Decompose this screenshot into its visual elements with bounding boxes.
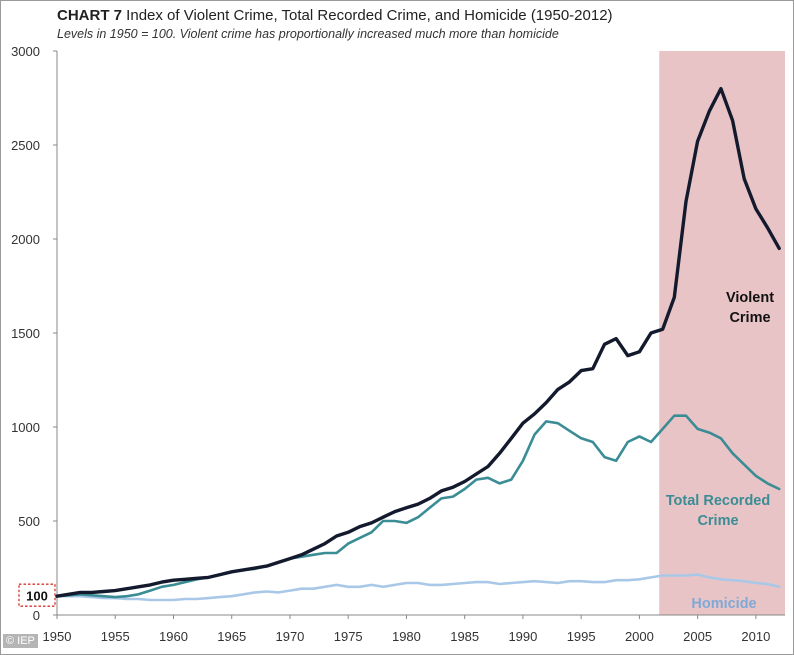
series-lines — [55, 86, 781, 602]
shaded-region — [659, 51, 785, 615]
baseline-marker: 100 — [18, 583, 56, 607]
x-tick-label: 2005 — [683, 629, 712, 644]
chart-number: CHART 7 — [57, 7, 123, 24]
y-tick-label: 1500 — [11, 326, 40, 341]
chart-title-text: Index of Violent Crime, Total Recorded C… — [122, 7, 613, 24]
y-tick-label: 2500 — [11, 138, 40, 153]
x-tick-label: 1955 — [101, 629, 130, 644]
chart-title: CHART 7 Index of Violent Crime, Total Re… — [57, 7, 613, 24]
series-line-homicide — [55, 573, 781, 602]
x-tick-label: 2000 — [625, 629, 654, 644]
series-label-line: Crime — [729, 310, 770, 326]
series-label-violent-crime: Violent Crime — [726, 290, 774, 326]
series-label-line: Homicide — [691, 596, 756, 612]
x-tick-label: 1960 — [159, 629, 188, 644]
y-tick-label: 1000 — [11, 420, 40, 435]
series-line-total-recorded-crime — [55, 414, 781, 599]
x-tick-label: 1970 — [275, 629, 304, 644]
series-label-line: Violent — [726, 290, 774, 306]
x-tick-label: 1985 — [450, 629, 479, 644]
watermark-text: © IEP — [3, 634, 38, 648]
series-label-line: Total Recorded — [666, 493, 770, 509]
x-tick-label: 2010 — [741, 629, 770, 644]
axes: 0 500 1000 1500 2000 2500 3000 1950 1955 1960 1965… — [11, 44, 785, 644]
y-tick-label: 2000 — [11, 232, 40, 247]
x-tick-label: 1965 — [217, 629, 246, 644]
x-tick-label: 1990 — [508, 629, 537, 644]
baseline-label: 100 — [26, 589, 48, 604]
series-labels: Violent Crime Total Recorded Crime Homicide — [666, 290, 774, 612]
y-tick-label: 3000 — [11, 44, 40, 59]
series-label-homicide: Homicide — [691, 596, 756, 612]
chart-subtitle: Levels in 1950 = 100. Violent crime has … — [57, 27, 559, 41]
series-label-total-recorded-crime: Total Recorded Crime — [666, 493, 770, 529]
y-tick-label: 0 — [33, 608, 40, 623]
series-label-line: Crime — [697, 513, 738, 529]
y-tick-label: 500 — [18, 514, 40, 529]
series-line-violent-crime — [55, 86, 781, 598]
x-tick-label: 1980 — [392, 629, 421, 644]
baseline-box — [18, 583, 56, 607]
x-tick-label: 1975 — [334, 629, 363, 644]
x-tick-label: 1995 — [567, 629, 596, 644]
x-tick-label: 1950 — [43, 629, 72, 644]
